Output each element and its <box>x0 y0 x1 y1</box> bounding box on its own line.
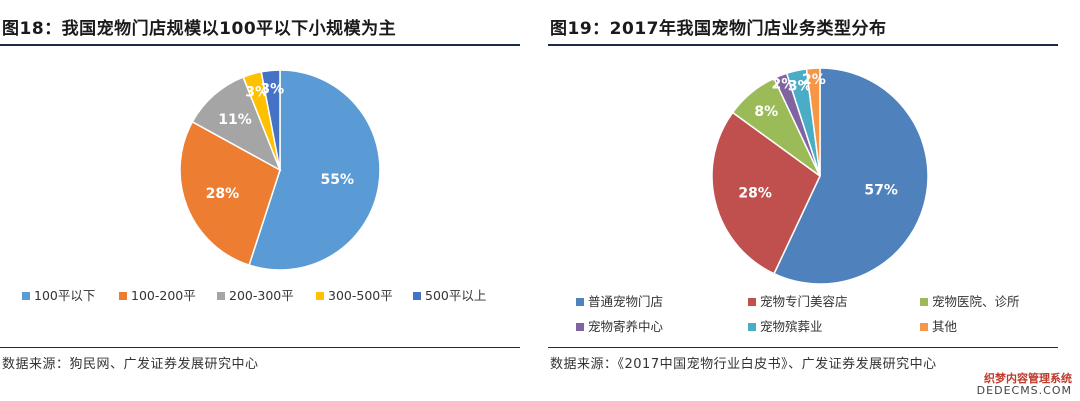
legend-swatch-1-1 <box>748 298 756 306</box>
watermark-line1: 织梦内容管理系统 <box>974 372 1074 385</box>
left-chart-title: 图18：我国宠物门店规模以100平以下小规模为主 <box>2 19 397 39</box>
pie-slice-1-5 <box>805 67 821 177</box>
left-pie-chart: 55% 28% 11% 3%3% 100平以下 100-200平 200-300平 300-5… <box>22 69 486 303</box>
pie-label-0-1: 28% <box>206 186 240 202</box>
left-source-note: 数据来源：狗民网、广发证券发展研究中心 <box>2 357 259 372</box>
pie-label-0-2: 11% <box>218 112 252 128</box>
legend-swatch-1-3 <box>576 323 584 331</box>
watermark-line2: DEDECMS.COM <box>974 383 1074 397</box>
legend-swatch-1-2 <box>920 298 928 306</box>
pie-slice-0-2 <box>191 76 282 172</box>
pie-slice-0-1 <box>179 120 281 267</box>
right-source-rule <box>548 347 1058 348</box>
pie-label-0-3: 3% <box>245 84 269 100</box>
legend-swatch-1-0 <box>576 298 584 306</box>
pie-slice-0-4 <box>260 69 281 171</box>
legend-swatch-0-4 <box>413 292 421 300</box>
pie-label-1-2: 8% <box>754 104 778 120</box>
legend-label-1-4: 宠物殡葬业 <box>760 319 823 334</box>
right-pie-chart: 57%28%8%2%3%2%普通宠物门店 宠物专门美容店 宠物医院、诊所宠物寄养中心… <box>576 67 1020 334</box>
legend-swatch-0-1 <box>119 292 127 300</box>
legend-label-1-2: 宠物医院、诊所 <box>932 294 1020 309</box>
right-source-note: 数据来源：《2017中国宠物行业白皮书》、广发证券发展研究中心 <box>550 357 937 372</box>
legend-label-1-1: 宠物专门美容店 <box>760 294 848 309</box>
pie-label-0-4: 3% <box>260 81 284 97</box>
legend-label-0-1: 100-200平 <box>131 288 196 303</box>
legend-label-1-0: 普通宠物门店 <box>588 294 663 309</box>
legend-swatch-0-0 <box>22 292 30 300</box>
pie-label-1-0: 57% <box>864 183 898 199</box>
pie-slice-0-0 <box>248 69 381 271</box>
legend-swatch-0-2 <box>217 292 225 300</box>
legend-swatch-1-4 <box>748 323 756 331</box>
pie-label-0-0: 55% <box>321 172 355 188</box>
right-chart-panel: 图19：2017年我国宠物门店业务类型分布 57% 28% 8% 2% 3% 2% 普通宠物… <box>548 0 1080 401</box>
pie-label-1-4: 3% <box>788 78 812 94</box>
legend-swatch-1-5 <box>920 323 928 331</box>
legend-label-1-3: 宠物寄养中心 <box>588 319 664 334</box>
legend-label-0-4: 500平以上 <box>425 288 486 303</box>
watermark: 织梦内容管理系统 DEDECMS.COM <box>974 372 1074 397</box>
left-chart-panel: 图18：我国宠物门店规模以100平以下小规模为主 55% 28% 11% 3% 3% 10… <box>0 0 520 401</box>
legend-label-1-5: 其他 <box>932 319 958 334</box>
legend-label-0-3: 300-500平 <box>328 288 393 303</box>
left-source-rule <box>0 347 520 348</box>
left-title-rule <box>0 44 520 46</box>
legend-swatch-0-3 <box>316 292 324 300</box>
pie-label-1-5: 2% <box>802 72 826 88</box>
legend-label-0-2: 200-300平 <box>229 288 294 303</box>
pie-slice-1-0 <box>773 67 929 285</box>
pie-slice-1-1 <box>711 111 821 275</box>
pie-label-1-1: 28% <box>738 186 772 202</box>
right-title-rule <box>548 44 1058 46</box>
legend-label-0-0: 100平以下 <box>34 288 95 303</box>
right-chart-title: 图19：2017年我国宠物门店业务类型分布 <box>550 19 887 39</box>
